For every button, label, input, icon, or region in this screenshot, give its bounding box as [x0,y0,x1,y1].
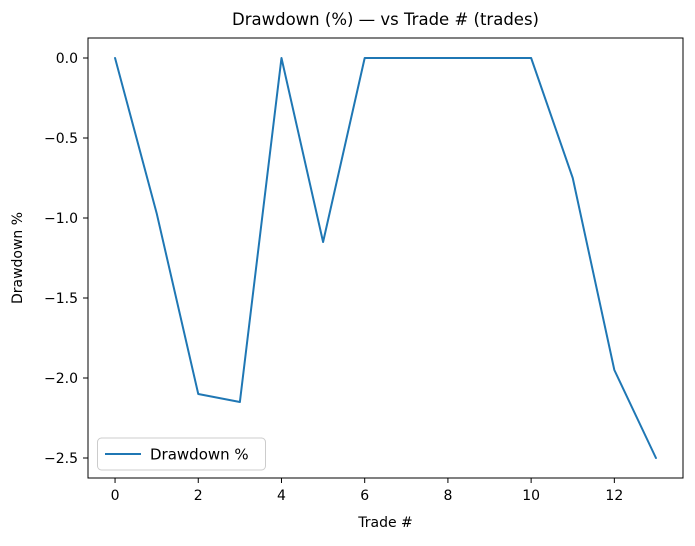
y-tick-label: −0.5 [44,131,78,147]
x-tick-label: 4 [277,488,286,504]
x-tick-label: 0 [111,488,120,504]
x-tick-label: 10 [522,488,540,504]
y-tick-label: −2.5 [44,451,78,467]
x-tick-label: 12 [605,488,623,504]
y-tick-label: 0.0 [56,51,78,67]
x-axis-ticks: 0 2 4 6 8 10 12 [111,478,623,504]
y-tick-label: −2.0 [44,371,78,387]
x-tick-label: 8 [443,488,452,504]
y-axis-label: Drawdown % [10,212,26,304]
legend-label: Drawdown % [150,446,249,464]
legend-box [97,437,266,471]
y-tick-label: −1.5 [44,291,78,307]
x-tick-label: 6 [360,488,369,504]
plot-frame [87,37,684,479]
x-tick-label: 2 [194,488,203,504]
chart-title: Drawdown (%) — vs Trade # (trades) [232,10,539,29]
drawdown-line-series [114,57,657,459]
legend: Drawdown % [97,437,266,471]
y-tick-label: −1.0 [44,211,78,227]
x-axis-label: Trade # [357,515,413,531]
y-axis-ticks: 0.0 −0.5 −1.0 −1.5 −2.0 −2.5 [44,51,88,467]
